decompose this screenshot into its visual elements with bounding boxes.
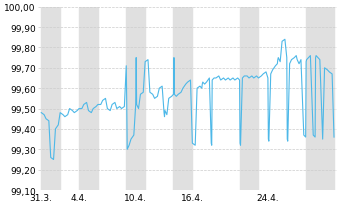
Bar xyxy=(240,8,258,190)
Bar xyxy=(41,8,60,190)
Bar xyxy=(306,8,334,190)
Bar xyxy=(126,8,145,190)
Bar xyxy=(79,8,98,190)
Bar xyxy=(174,8,192,190)
